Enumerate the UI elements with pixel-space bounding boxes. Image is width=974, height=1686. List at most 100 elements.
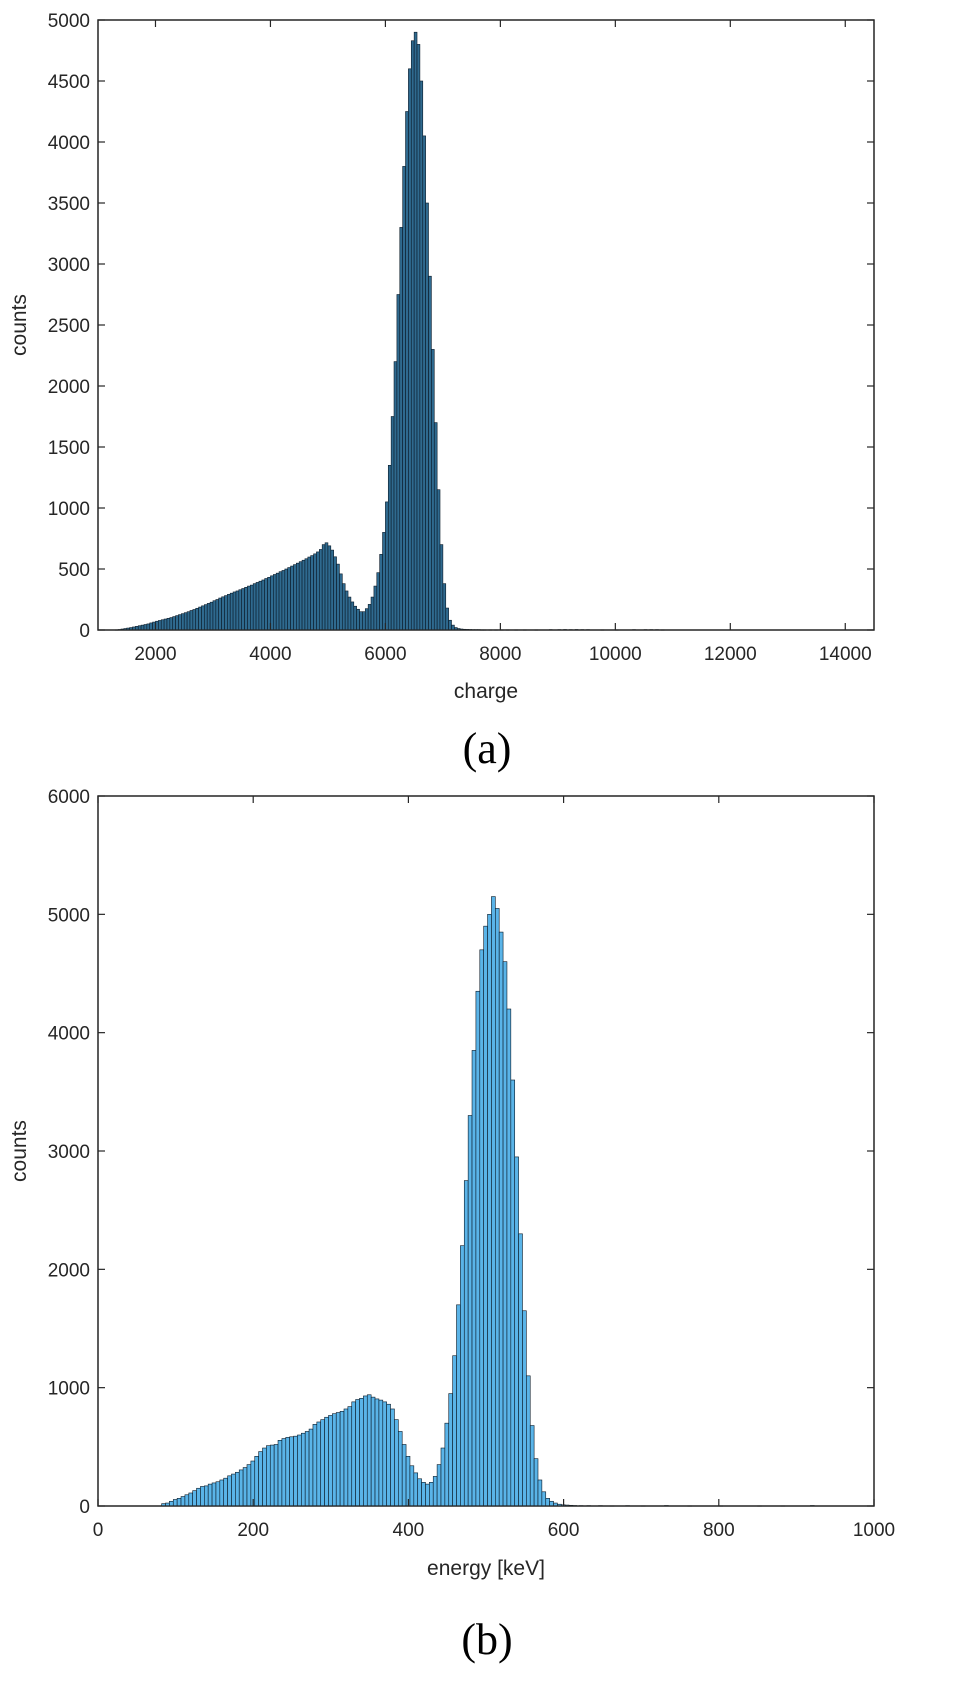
chart-a-bar [336,563,340,631]
chart-a-bar [181,613,185,631]
chart-a-bar [370,596,375,631]
chart-a-bar [373,585,378,631]
chart-b-bar [359,1398,364,1507]
chart-b-bar [196,1487,201,1507]
chart-b-bar [363,1395,368,1507]
chart-a-bar [379,554,383,631]
chart-a-bar [198,606,202,631]
chart-a-bar [209,601,214,631]
chart-a-bar [241,588,245,631]
chart-b-bar [215,1481,221,1507]
chart-b-bar [320,1419,325,1507]
chart-a-bar [339,573,343,631]
chart-a-bar [385,501,389,631]
chart-a-x-tick-label: 2000 [134,644,176,665]
chart-a-bar [140,624,145,631]
chart-b-bar [254,1456,259,1507]
chart-a: 2000 4000 6000 8000 10000 12000 14000 0 500 1000… [8,11,875,773]
chart-b-bar [273,1444,279,1507]
chart-a-bar [356,608,360,631]
chart-a-bar [442,583,447,631]
chart-a-bar [451,624,455,631]
chart-a-y-tick-label: 5000 [48,11,90,32]
chart-a-bar [413,31,418,631]
chart-b-x-tick-label: 600 [548,1520,580,1541]
chart-b-bar [475,990,481,1507]
chart-b-bar [529,1425,535,1507]
chart-a-bar [195,607,199,631]
chart-b-bar [231,1473,236,1507]
chart-b-bar [293,1435,298,1507]
chart-a-bar [149,622,153,631]
chart-b-caption: (b) [461,1615,512,1664]
chart-b-bar [417,1478,422,1507]
chart-b-bar [332,1413,337,1507]
chart-a-caption: (a) [463,724,512,773]
chart-b-y-tick-label: 1000 [48,1379,90,1400]
chart-a-y-tick-label: 0 [79,621,90,642]
chart-a-x-tick-label: 10000 [589,644,642,665]
chart-b-bar [227,1475,232,1507]
chart-b-bar [176,1498,182,1507]
chart-b-bar [452,1355,457,1507]
chart-b-bar [526,1375,531,1507]
chart-a-bar [206,603,211,631]
chart-a-bar [252,583,257,631]
chart-b-bar [366,1394,372,1507]
chart-b-axes-box [97,795,875,1507]
chart-a-bar [410,40,415,631]
chart-a-bar [264,578,268,631]
chart-a-bar [362,611,366,631]
chart-b-bar [495,908,500,1507]
chart-a-bar [439,544,444,631]
chart-a-y-axis-label: counts [8,294,31,356]
chart-a-bars [114,31,665,631]
chart-b-bar [471,1050,477,1507]
chart-a-bar [255,582,260,631]
chart-b-bar [386,1403,391,1507]
chart-a-x-tick-label: 6000 [364,644,406,665]
chart-b-bar [390,1408,395,1507]
chart-b-bar [339,1411,345,1507]
chart-a-y-tick-label: 3000 [48,255,90,276]
chart-a-bar [163,618,168,631]
chart-b-bar [432,1476,438,1507]
chart-a-bar [341,583,346,631]
chart-a-bar [433,422,438,631]
chart-b-y-tick-label: 5000 [48,905,90,926]
chart-a-bar [359,611,363,631]
chart-a-x-tick-label: 14000 [819,644,872,665]
chart-b-bar [378,1399,384,1507]
chart-a-bar [270,575,274,631]
chart-a-bar [215,599,220,631]
chart-b-bar [510,1079,516,1507]
chart-b-bar [549,1500,554,1507]
chart-b-bar [304,1431,310,1507]
chart-b-bar [211,1482,217,1507]
chart-a-bar [224,595,228,631]
chart-a-bar [218,597,222,631]
chart-a-x-tick-label: 8000 [479,644,521,665]
chart-b-bar [207,1483,213,1507]
chart-a-bar [186,611,191,631]
chart-a-bar [419,80,424,631]
chart-a-bar [425,202,429,631]
chart-b-y-tick-label: 3000 [48,1142,90,1163]
chart-b-bar [444,1422,450,1507]
chart-a-bar [327,545,332,631]
chart-b-bar [242,1467,248,1507]
chart-b-y-tick-label: 4000 [48,1024,90,1045]
chart-a-bar [298,561,303,631]
chart-b-bar [184,1494,190,1507]
chart-b: 0 200 400 600 800 1000 0 1000 2000 3000 4000 5000 6… [8,787,895,1664]
chart-a-bar [247,585,251,631]
chart-a-bar [290,565,294,631]
chart-b-bar [266,1445,271,1507]
chart-b-bar [328,1415,333,1507]
chart-a-bar [307,556,311,631]
chart-b-bar [343,1408,349,1507]
chart-a-bar [448,619,452,631]
chart-a-bar [284,568,288,631]
chart-b-bar [514,1156,519,1507]
chart-b-bar [316,1421,322,1507]
